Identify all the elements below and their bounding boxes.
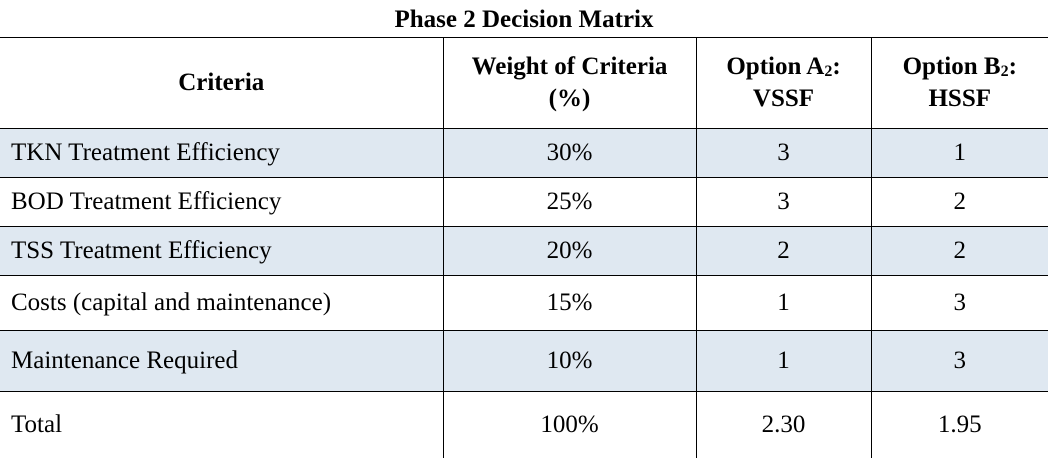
option-a-label: VSSF [752,85,815,112]
criteria-cell: Maintenance Required [0,330,444,392]
weight-cell: 20% [442,226,697,276]
option-b-score-cell: 2 [870,226,1048,276]
total-label-cell: Total [0,391,444,458]
weight-cell: 10% [442,330,697,392]
table-row: BOD Treatment Efficiency 25% 3 2 [0,177,1048,227]
decision-matrix-table: Criteria Weight of Criteria (%) Option A… [0,37,1048,458]
weight-header-line2: (%) [548,85,591,112]
option-a-score-cell: 1 [695,330,872,392]
option-b-label: HSSF [928,85,992,112]
table-row: TKN Treatment Efficiency 30% 3 1 [0,128,1048,178]
option-a-total-cell: 2.30 [695,391,872,458]
option-b-score-cell: 2 [870,177,1048,227]
weight-header: Weight of Criteria (%) [442,37,697,129]
option-a-suffix: : [832,53,841,80]
option-b-header: Option B2: HSSF [870,37,1048,129]
option-a-score-cell: 3 [695,128,872,178]
total-weight-cell: 100% [442,391,697,458]
weight-header-line1: Weight of Criteria [471,53,668,80]
table-title: Phase 2 Decision Matrix [394,6,654,33]
option-b-score-cell: 3 [870,275,1048,331]
weight-cell: 25% [442,177,697,227]
option-a-subscript: 2 [824,63,833,80]
option-a-score-cell: 3 [695,177,872,227]
criteria-header: Criteria [0,37,444,129]
weight-cell: 30% [442,128,697,178]
criteria-cell: Costs (capital and maintenance) [0,275,444,331]
weight-cell: 15% [442,275,697,331]
header-row: Criteria Weight of Criteria (%) Option A… [0,37,1048,129]
option-b-subscript: 2 [1000,63,1009,80]
option-b-total-cell: 1.95 [870,391,1048,458]
criteria-cell: TKN Treatment Efficiency [0,128,444,178]
option-a-header: Option A2: VSSF [695,37,872,129]
table-row: Costs (capital and maintenance) 15% 1 3 [0,275,1048,331]
criteria-cell: TSS Treatment Efficiency [0,226,444,276]
option-b-score-cell: 3 [870,330,1048,392]
option-a-score-cell: 2 [695,226,872,276]
table-row: TSS Treatment Efficiency 20% 2 2 [0,226,1048,276]
total-row: Total 100% 2.30 1.95 [0,391,1048,458]
criteria-cell: BOD Treatment Efficiency [0,177,444,227]
option-a-score-cell: 1 [695,275,872,331]
option-a-prefix: Option A [726,53,825,80]
option-b-prefix: Option B [902,53,1001,80]
option-b-score-cell: 1 [870,128,1048,178]
option-b-suffix: : [1008,53,1017,80]
table-row: Maintenance Required 10% 1 3 [0,330,1048,392]
